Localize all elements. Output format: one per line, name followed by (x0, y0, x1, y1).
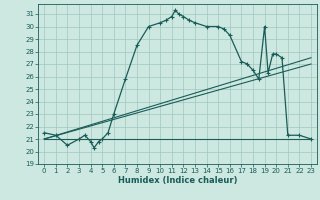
X-axis label: Humidex (Indice chaleur): Humidex (Indice chaleur) (118, 176, 237, 185)
